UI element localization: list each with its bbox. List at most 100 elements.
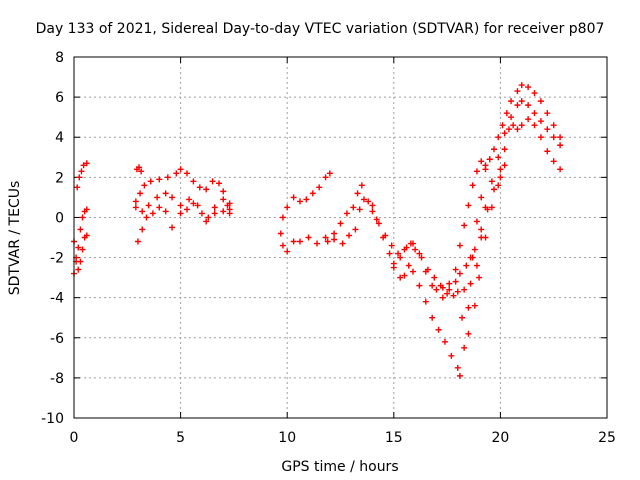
y-tick-label: 4 <box>55 130 64 146</box>
data-point <box>503 110 510 117</box>
data-point <box>473 168 480 175</box>
y-tick-label: -2 <box>50 251 64 267</box>
data-point <box>505 126 512 133</box>
data-point <box>501 162 508 169</box>
data-point <box>143 214 150 221</box>
data-point <box>209 178 216 185</box>
data-point <box>156 204 163 211</box>
data-point <box>375 220 382 227</box>
data-point <box>203 186 210 193</box>
data-point <box>448 352 455 359</box>
data-point <box>412 246 419 253</box>
data-point <box>190 200 197 207</box>
x-tick-label: 5 <box>176 430 185 446</box>
data-point <box>456 270 463 277</box>
data-point <box>305 234 312 241</box>
data-point <box>501 146 508 153</box>
data-point <box>439 294 446 301</box>
data-point <box>296 198 303 205</box>
data-point <box>557 134 564 141</box>
data-point <box>488 178 495 185</box>
data-point <box>290 238 297 245</box>
data-point <box>373 216 380 223</box>
x-tick-label: 15 <box>385 430 403 446</box>
data-point <box>463 262 470 269</box>
data-point <box>518 122 525 129</box>
data-point <box>79 246 86 253</box>
data-point <box>401 272 408 279</box>
data-point <box>525 102 532 109</box>
data-point <box>331 236 338 243</box>
x-axis-label: GPS time / hours <box>281 459 398 475</box>
data-point <box>499 122 506 129</box>
data-point <box>441 338 448 345</box>
data-point <box>75 244 82 251</box>
data-point <box>467 280 474 287</box>
y-tick-label: 0 <box>55 210 64 226</box>
data-point <box>226 210 233 217</box>
data-point <box>145 202 152 209</box>
data-point <box>405 262 412 269</box>
data-point <box>510 122 517 129</box>
data-point <box>497 166 504 173</box>
y-tick-label: -8 <box>50 371 64 387</box>
data-point <box>478 194 485 201</box>
data-point <box>296 238 303 245</box>
x-tick-label: 10 <box>278 430 296 446</box>
data-point <box>469 182 476 189</box>
data-point <box>277 230 284 237</box>
x-tick-label: 20 <box>491 430 509 446</box>
data-point <box>322 234 329 241</box>
data-point <box>226 200 233 207</box>
data-point <box>138 168 145 175</box>
data-point <box>525 84 532 91</box>
data-point <box>486 156 493 163</box>
data-point <box>139 226 146 233</box>
data-point <box>75 266 82 273</box>
data-point <box>429 314 436 321</box>
grid <box>74 57 607 418</box>
data-point <box>550 134 557 141</box>
data-point <box>290 194 297 201</box>
data-point <box>395 250 402 257</box>
data-point <box>162 190 169 197</box>
y-tick-label: 6 <box>55 90 64 106</box>
x-tick-label: 25 <box>598 430 616 446</box>
data-point <box>215 180 222 187</box>
data-point <box>482 162 489 169</box>
data-point <box>403 244 410 251</box>
data-point <box>473 218 480 225</box>
data-point <box>198 210 205 217</box>
data-point <box>433 286 440 293</box>
data-point <box>220 208 227 215</box>
data-point <box>316 184 323 191</box>
data-point <box>497 174 504 181</box>
data-point <box>454 288 461 295</box>
data-point <box>544 110 551 117</box>
data-point <box>279 214 286 221</box>
chart-title: Day 133 of 2021, Sidereal Day-to-day VTE… <box>36 21 605 37</box>
data-point <box>386 250 393 257</box>
data-point <box>557 142 564 149</box>
data-point <box>456 372 463 379</box>
data-point <box>531 122 538 129</box>
y-tick-label: -4 <box>50 291 64 307</box>
data-point <box>369 202 376 209</box>
data-point <box>326 170 333 177</box>
data-point <box>461 344 468 351</box>
data-point <box>360 196 367 203</box>
data-point <box>322 174 329 181</box>
data-point <box>471 302 478 309</box>
data-point <box>508 98 515 105</box>
data-point <box>465 330 472 337</box>
data-point <box>518 98 525 105</box>
data-point <box>346 232 353 239</box>
data-point <box>177 166 184 173</box>
y-tick-label: 2 <box>55 170 64 186</box>
data-point <box>169 224 176 231</box>
data-point <box>446 280 453 287</box>
data-point <box>134 238 141 245</box>
data-point <box>473 262 480 269</box>
data-point <box>514 88 521 95</box>
data-point <box>501 130 508 137</box>
